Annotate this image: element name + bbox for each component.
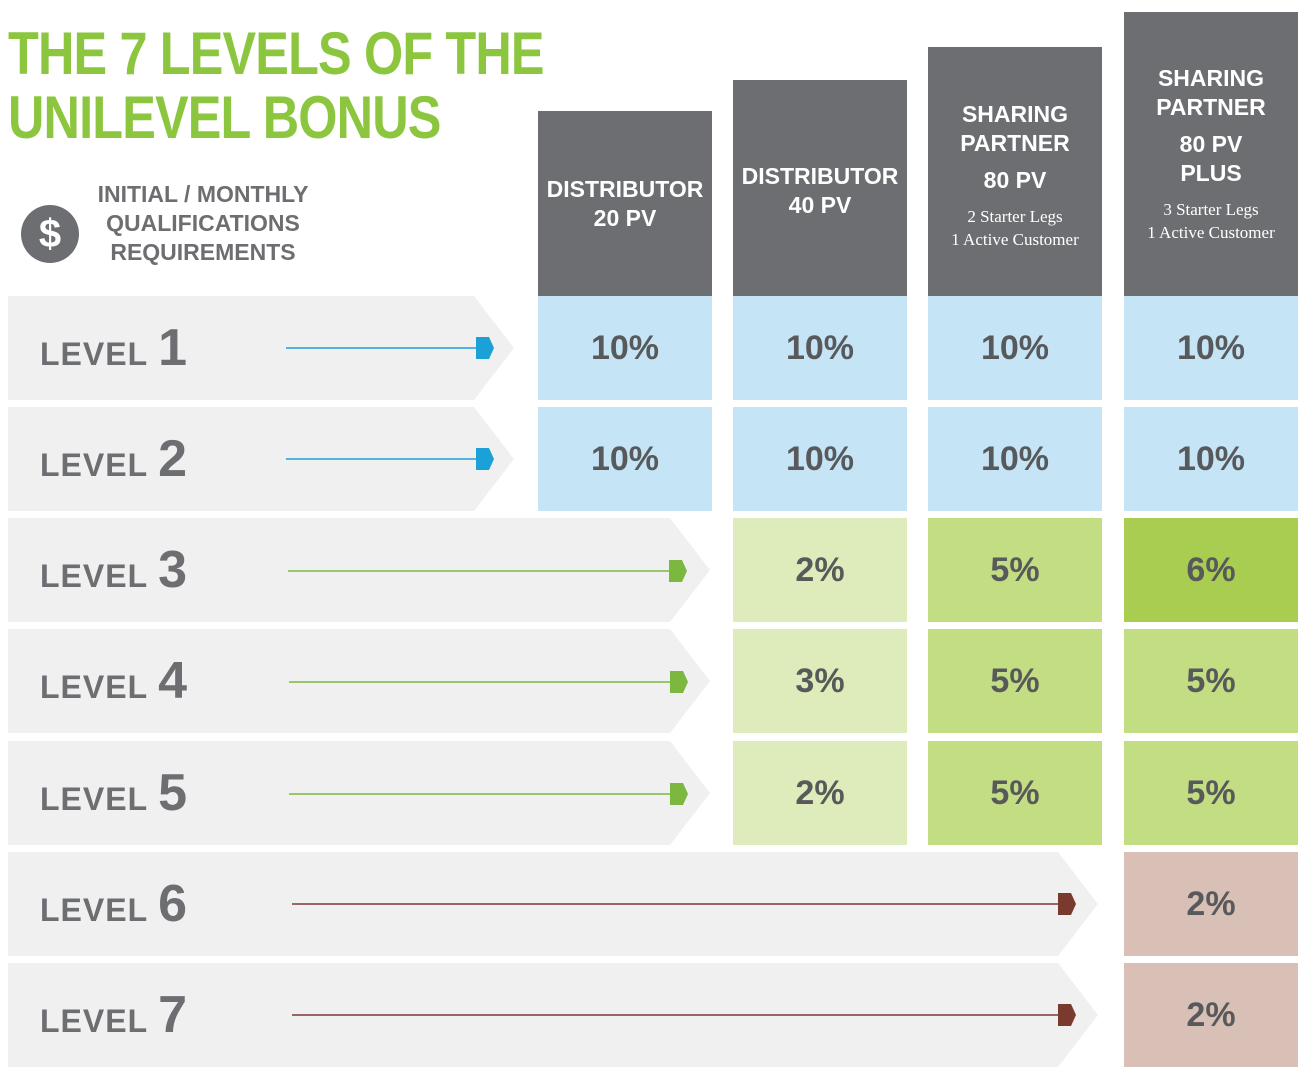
page-title: THE 7 LEVELS OF THE UNILEVEL BONUS [8,20,545,151]
level-6-label: LEVEL 6 [40,852,187,956]
level-number: 4 [158,652,188,710]
column-2-title-line-2: 40 PV [788,192,852,218]
level-5-arrow-icon [289,783,688,805]
column-4-title-line-4: PLUS [1180,160,1242,186]
level-1-arrow-icon [286,337,494,359]
level-4-row [8,629,710,733]
column-3-sub-line-1: 2 Starter Legs [967,207,1063,226]
column-3-title-line-2: PARTNER [960,130,1070,156]
level-7-arrow-icon [292,1004,1076,1026]
level-number: 2 [158,430,188,488]
column-1-title-line-2: 20 PV [593,204,657,231]
level-3-sharing-partner-plus-value: 6% [1124,518,1298,622]
level-7-label: LEVEL 7 [40,963,187,1067]
level-1-label: LEVEL 1 [40,296,187,400]
level-4-arrow-icon [289,671,688,693]
column-header-distributor-20pv: DISTRIBUTOR 20 PV [538,111,712,296]
level-2-arrow-icon [286,448,494,470]
column-4-sub-line-1: 3 Starter Legs [1163,200,1259,219]
level-number: 3 [158,541,188,599]
column-2-title-line-1: DISTRIBUTOR [741,163,899,189]
level-word: LEVEL [40,781,149,817]
qualifications-line-2: QUALIFICATIONS [106,210,300,236]
level-3-distributor-40pv-value: 2% [733,518,907,622]
level-2-distributor-40pv-value: 10% [733,407,907,511]
column-4-title-line-2: PARTNER [1156,94,1266,120]
level-word: LEVEL [40,447,149,483]
level-6-arrow-icon [292,893,1076,915]
level-7-sharing-partner-plus-value: 2% [1124,963,1298,1067]
level-word: LEVEL [40,892,149,928]
column-3-title-line-3: 80 PV [983,167,1047,193]
level-1-distributor-20pv-value: 10% [538,296,712,400]
level-5-distributor-40pv-value: 2% [733,741,907,845]
qualifications-label: INITIAL / MONTHLY QUALIFICATIONS REQUIRE… [88,180,318,267]
level-1-row [8,296,514,400]
column-header-distributor-40pv: DISTRIBUTOR 40 PV [733,80,907,296]
level-word: LEVEL [40,1003,149,1039]
column-header-sharing-partner: SHARING PARTNER 80 PV 2 Starter Legs 1 A… [928,47,1102,296]
column-4-sub-line-2: 1 Active Customer [1147,223,1275,242]
level-3-sharing-partner-value: 5% [928,518,1102,622]
qualifications-line-1: INITIAL / MONTHLY [97,181,309,207]
qualifications-line-3: REQUIREMENTS [110,239,296,265]
level-5-row [8,741,710,845]
title-line-1: THE 7 LEVELS OF THE [8,20,545,87]
level-1-sharing-partner-value: 10% [928,296,1102,400]
level-word: LEVEL [40,669,149,705]
level-number: 7 [158,986,188,1044]
level-2-row [8,407,514,511]
level-number: 5 [158,764,188,822]
level-5-label: LEVEL 5 [40,741,187,845]
level-4-sharing-partner-value: 5% [928,629,1102,733]
title-line-2: UNILEVEL BONUS [8,84,441,151]
column-4-title-line-3: 80 PV [1179,131,1243,157]
level-2-sharing-partner-plus-value: 10% [1124,407,1298,511]
level-2-label: LEVEL 2 [40,407,187,511]
level-4-sharing-partner-plus-value: 5% [1124,629,1298,733]
level-5-sharing-partner-plus-value: 5% [1124,741,1298,845]
level-3-arrow-icon [288,560,687,582]
level-number: 1 [158,319,188,377]
level-1-distributor-40pv-value: 10% [733,296,907,400]
column-1-title-line-1: DISTRIBUTOR [546,175,704,202]
level-3-label: LEVEL 3 [40,518,187,622]
level-4-label: LEVEL 4 [40,629,187,733]
level-2-distributor-20pv-value: 10% [538,407,712,511]
level-number: 6 [158,875,188,933]
column-3-sub-line-2: 1 Active Customer [951,230,1079,249]
level-word: LEVEL [40,558,149,594]
level-5-sharing-partner-value: 5% [928,741,1102,845]
column-4-title-line-1: SHARING [1157,65,1265,91]
dollar-circle-icon: $ [21,205,79,263]
level-1-sharing-partner-plus-value: 10% [1124,296,1298,400]
level-word: LEVEL [40,336,149,372]
level-6-sharing-partner-plus-value: 2% [1124,852,1298,956]
column-3-title-line-1: SHARING [961,101,1069,127]
level-2-sharing-partner-value: 10% [928,407,1102,511]
level-3-row [8,518,710,622]
level-4-distributor-40pv-value: 3% [733,629,907,733]
column-header-sharing-partner-plus: SHARING PARTNER 80 PV PLUS 3 Starter Leg… [1124,12,1298,296]
